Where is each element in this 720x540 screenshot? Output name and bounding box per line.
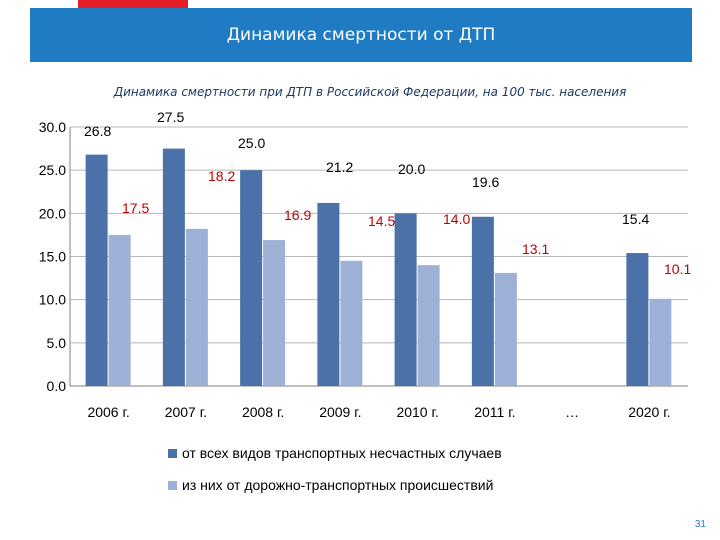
bar-all-transport xyxy=(162,148,185,386)
data-label: 27.5 xyxy=(157,109,184,125)
data-label: 17.5 xyxy=(122,200,149,216)
y-tick-label: 0.0 xyxy=(47,378,67,394)
bar-all-transport xyxy=(317,202,340,386)
data-label: 14.5 xyxy=(368,213,395,229)
y-tick-label: 20.0 xyxy=(39,205,66,221)
chart-title: Динамика смертности при ДТП в Российской… xyxy=(113,85,627,99)
x-tick-label: 2006 г. xyxy=(87,404,129,420)
y-tick-label: 25.0 xyxy=(39,162,66,178)
bar-all-transport xyxy=(85,154,108,386)
data-label: 16.9 xyxy=(284,207,311,223)
x-tick-label: 2009 г. xyxy=(319,404,361,420)
accent-block xyxy=(78,0,188,8)
data-label: 14.0 xyxy=(443,211,470,227)
bar-road-traffic xyxy=(340,260,363,386)
x-tick-label: 2010 г. xyxy=(396,404,438,420)
data-label: 10.1 xyxy=(664,261,691,277)
x-tick-label: … xyxy=(565,404,579,420)
y-tick-label: 15.0 xyxy=(39,249,66,265)
data-label: 13.1 xyxy=(522,241,549,257)
data-label: 26.8 xyxy=(84,123,111,139)
y-tick-label: 10.0 xyxy=(39,292,66,308)
x-tick-label: 2011 г. xyxy=(474,404,515,420)
bar-road-traffic xyxy=(108,234,131,386)
y-tick-label: 5.0 xyxy=(47,335,67,351)
data-label: 25.0 xyxy=(238,135,265,151)
data-label: 15.4 xyxy=(622,211,649,227)
legend-label: от всех видов транспортных несчастных сл… xyxy=(182,445,502,461)
bar-all-transport xyxy=(471,216,494,386)
data-label: 20.0 xyxy=(398,161,425,177)
data-label: 21.2 xyxy=(326,159,353,175)
page-title: Динамика смертности от ДТП xyxy=(226,25,496,45)
bar-road-traffic xyxy=(185,228,208,386)
page-number: 31 xyxy=(694,519,706,530)
bar-all-transport xyxy=(394,213,417,386)
legend-swatch xyxy=(168,481,177,490)
data-label: 19.6 xyxy=(472,174,499,190)
bar-road-traffic xyxy=(263,240,286,386)
x-tick-label: 2007 г. xyxy=(165,404,207,420)
bar-road-traffic xyxy=(649,298,672,386)
legend-swatch xyxy=(168,449,177,458)
data-label: 18.2 xyxy=(208,168,235,184)
y-tick-label: 30.0 xyxy=(39,119,66,135)
header-bar: Динамика смертности от ДТП xyxy=(30,8,692,62)
legend-label: из них от дорожно-транспортных происшест… xyxy=(182,477,493,493)
bar-all-transport xyxy=(626,253,649,386)
bar-road-traffic xyxy=(417,265,440,386)
bar-all-transport xyxy=(240,170,263,386)
x-tick-label: 2008 г. xyxy=(242,404,284,420)
bar-road-traffic xyxy=(494,272,517,386)
x-tick-label: 2020 г. xyxy=(628,404,670,420)
